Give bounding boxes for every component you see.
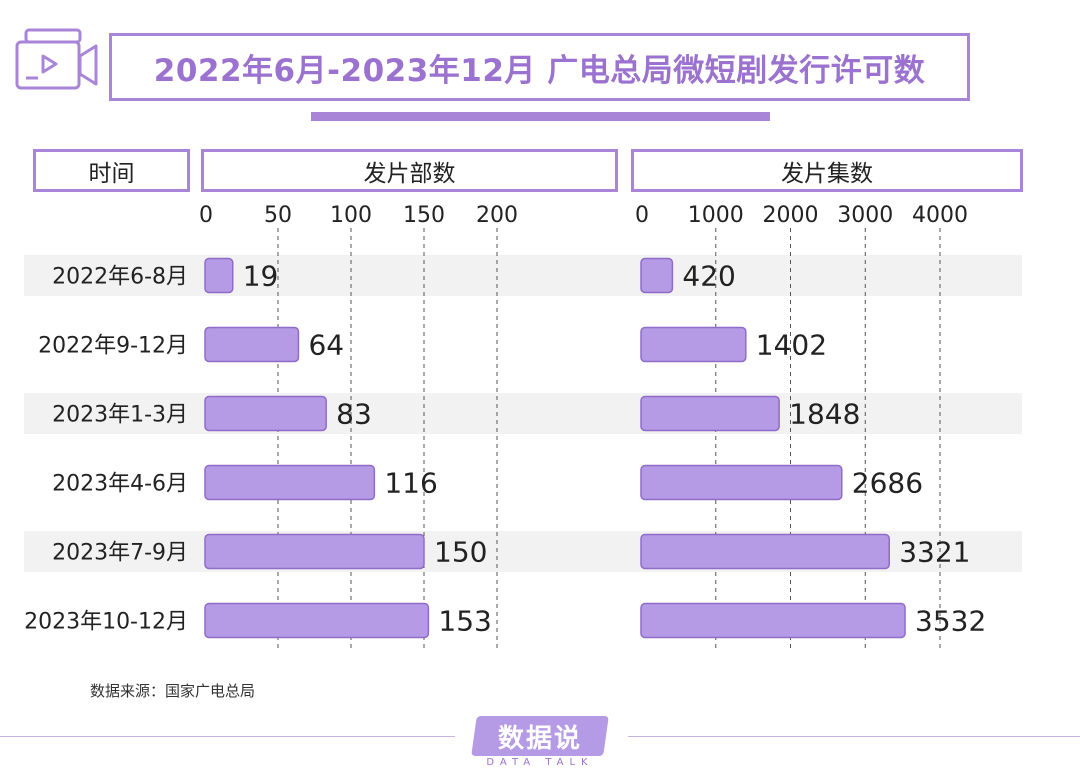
data-label: 150 (434, 536, 487, 569)
header-films: 发片部数 (201, 149, 618, 192)
data-label: 3321 (899, 536, 970, 569)
logo-subtitle: DATA TALK (486, 757, 594, 768)
tick-label: 1000 (688, 203, 744, 228)
bar (204, 602, 430, 639)
header-time-label: 时间 (88, 160, 135, 187)
bar (640, 464, 843, 501)
tick-label: 0 (199, 203, 213, 228)
data-label: 116 (384, 467, 437, 500)
category-label: 2023年10-12月 (24, 610, 188, 635)
category-label: 2022年6-8月 (52, 265, 188, 290)
tick-label: 200 (476, 203, 518, 228)
data-label: 420 (682, 260, 735, 293)
tick-label: 2000 (763, 203, 819, 228)
data-label: 1402 (756, 329, 827, 362)
category-label: 2022年9-12月 (38, 334, 188, 359)
footer-line-right (628, 736, 1080, 737)
data-label: 64 (308, 329, 344, 362)
tick-label: 100 (330, 203, 372, 228)
chart-title: 2022年6月-2023年12月 广电总局微短剧发行许可数 (109, 33, 970, 101)
bar (640, 602, 906, 639)
bar (640, 326, 747, 363)
bar (204, 257, 234, 294)
row-band (24, 255, 1022, 296)
brand-logo: 数据说 DATA TALK (470, 714, 610, 770)
data-label: 153 (438, 605, 491, 638)
bar (640, 257, 674, 294)
data-label: 1848 (789, 398, 860, 431)
bar-chart: 0 50 100 150 200 0 1000 2000 3000 40002022年6-8月20… (24, 203, 1022, 650)
data-label: 19 (243, 260, 279, 293)
bar (204, 326, 300, 363)
tick-label: 4000 (912, 203, 968, 228)
header-films-label: 发片部数 (363, 160, 456, 187)
data-label: 83 (336, 398, 372, 431)
bar (204, 395, 327, 432)
row-band (24, 393, 1022, 434)
header-time: 时间 (33, 149, 190, 192)
category-label: 2023年4-6月 (52, 472, 188, 497)
data-label: 2686 (852, 467, 923, 500)
tick-label: 3000 (837, 203, 893, 228)
tick-label: 0 (635, 203, 649, 228)
bar (640, 533, 890, 570)
category-label: 2023年1-3月 (52, 403, 188, 428)
data-source: 数据来源：国家广电总局 (90, 682, 256, 700)
bar (640, 395, 780, 432)
header-episodes: 发片集数 (631, 149, 1023, 192)
footer-line-left (0, 736, 455, 737)
title-underline (311, 112, 770, 121)
video-icon (14, 26, 100, 96)
bar (204, 533, 425, 570)
tick-label: 150 (403, 203, 445, 228)
data-label: 3532 (915, 605, 986, 638)
category-label: 2023年7-9月 (52, 541, 188, 566)
logo-name: 数据说 (497, 724, 582, 754)
bar (204, 464, 376, 501)
chart-title-text: 2022年6月-2023年12月 广电总局微短剧发行许可数 (153, 52, 926, 89)
tick-label: 50 (264, 203, 292, 228)
header-episodes-label: 发片集数 (781, 160, 873, 187)
